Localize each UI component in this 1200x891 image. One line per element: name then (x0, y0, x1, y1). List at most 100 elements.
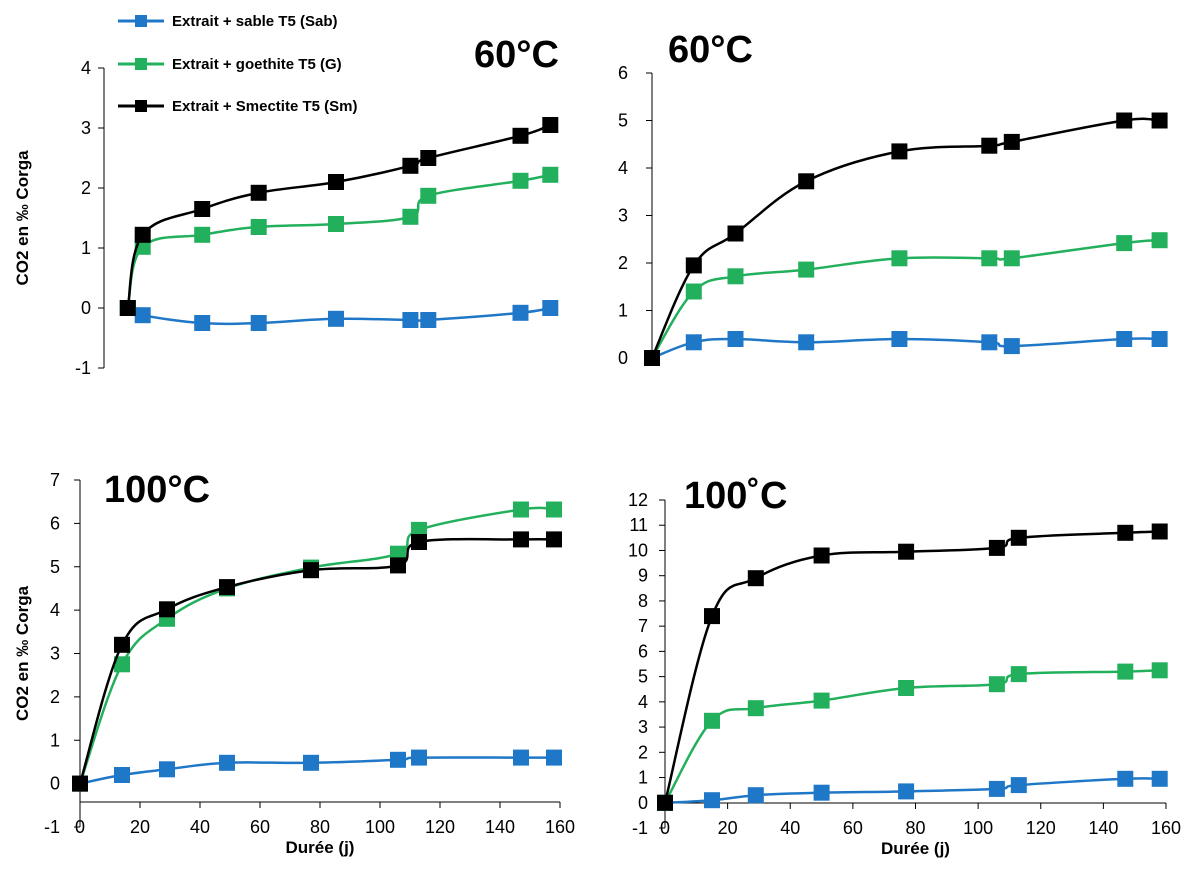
data-point-sab (513, 749, 529, 766)
data-point-smectite (119, 300, 136, 316)
data-point-smectite (891, 143, 908, 160)
y-tick-label: 3 (638, 717, 648, 737)
data-point-smectite (542, 117, 559, 133)
y-tick-label: 2 (618, 253, 628, 273)
y-tick-label: 5 (618, 111, 628, 131)
data-point-smectite (328, 174, 344, 190)
data-point-sab (219, 754, 235, 771)
data-point-goethite (1010, 666, 1027, 683)
x-tick-label: 60 (250, 817, 270, 837)
data-point-goethite (727, 268, 744, 285)
data-point-sab (512, 304, 529, 321)
legend-item-smectite: Extrait + Smectite T5 (Sm) (118, 98, 357, 115)
data-point-smectite (657, 794, 673, 811)
data-point-sab (420, 312, 437, 328)
series-line-goethite (78, 506, 555, 785)
data-point-smectite (798, 173, 815, 190)
data-point-sab (134, 307, 151, 324)
data-point-goethite (402, 208, 419, 225)
data-point-sab (813, 784, 830, 801)
data-point-sab (194, 315, 211, 331)
x-tick-label: 20 (130, 817, 150, 837)
y-tick-label: 1 (618, 301, 628, 321)
legend-label-sab: Extrait + sable T5 (Sab) (172, 13, 337, 30)
data-point-goethite (898, 680, 915, 696)
data-point-smectite (411, 534, 427, 550)
data-point-smectite (219, 579, 235, 596)
data-point-goethite (411, 521, 427, 538)
data-point-smectite (1151, 112, 1168, 129)
panel-title: 60°C (474, 34, 559, 76)
data-point-smectite (546, 531, 562, 548)
data-point-goethite (250, 219, 267, 235)
legend-item-goethite: Extrait + goethite T5 (G) (118, 56, 342, 73)
data-point-goethite (328, 216, 344, 232)
data-point-smectite (194, 201, 211, 217)
y-tick-label: 3 (81, 118, 91, 138)
data-point-smectite (513, 531, 529, 548)
y-tick-label: -1 (632, 818, 648, 838)
data-point-goethite (981, 250, 998, 267)
x-axis-title: Durée (j) (881, 839, 950, 858)
y-tick-label: 3 (50, 644, 60, 664)
data-point-goethite (1117, 663, 1134, 680)
data-point-smectite (685, 257, 702, 274)
x-tick-label: 40 (190, 817, 210, 837)
data-point-sab (1116, 331, 1133, 347)
data-point-goethite (194, 226, 211, 243)
x-tick-label: 120 (425, 817, 455, 837)
panel-title: 100˚C (684, 475, 788, 517)
data-point-goethite (513, 501, 529, 518)
data-point-smectite (512, 127, 529, 144)
x-tick-label: 160 (545, 817, 575, 837)
data-point-goethite (747, 700, 764, 717)
x-tick-label: 40 (780, 818, 800, 838)
data-point-smectite (1003, 133, 1020, 150)
y-tick-label: 6 (50, 513, 60, 533)
y-tick-label: 12 (628, 490, 648, 510)
data-point-smectite (72, 775, 88, 792)
legend-item-sab: Extrait + sable T5 (Sab) (118, 13, 337, 30)
y-tick-label: 4 (50, 600, 60, 620)
data-point-sab (542, 300, 559, 316)
data-point-sab (250, 315, 267, 331)
data-point-goethite (1116, 235, 1133, 252)
data-point-sab (114, 767, 130, 783)
data-point-sab (159, 761, 175, 778)
y-tick-label: 10 (628, 540, 648, 560)
x-tick-label: 60 (843, 818, 863, 838)
data-point-smectite (390, 557, 406, 574)
series-line-goethite (126, 173, 551, 309)
y-tick-label: 0 (638, 793, 648, 813)
data-point-sab (402, 312, 419, 328)
data-point-goethite (114, 656, 130, 673)
data-point-smectite (303, 562, 319, 579)
data-point-goethite (988, 676, 1005, 693)
panel-title: 60°C (668, 29, 753, 71)
data-point-goethite (891, 250, 908, 267)
y-tick-label: -1 (75, 358, 91, 378)
data-point-smectite (644, 350, 660, 366)
data-point-smectite (898, 543, 915, 560)
y-tick-label: 4 (618, 158, 628, 178)
data-point-sab (685, 334, 702, 351)
data-point-sab (1010, 777, 1027, 794)
data-point-smectite (704, 608, 720, 625)
data-point-sab (1151, 770, 1168, 787)
x-tick-label: 80 (310, 817, 330, 837)
y-tick-label: 0 (50, 774, 60, 794)
data-point-smectite (747, 570, 764, 587)
data-point-goethite (512, 172, 529, 189)
x-tick-label: 80 (905, 818, 925, 838)
data-point-goethite (813, 692, 830, 709)
data-point-sab (303, 754, 319, 771)
legend-marker-goethite (135, 58, 147, 70)
data-point-smectite (1117, 524, 1134, 541)
data-point-goethite (542, 166, 559, 183)
data-point-sab (898, 783, 915, 800)
y-tick-label: 0 (618, 348, 628, 368)
data-point-smectite (250, 184, 267, 201)
y-axis-title: CO2 en ‰ Corga (13, 150, 32, 286)
y-tick-label: 7 (50, 470, 60, 490)
